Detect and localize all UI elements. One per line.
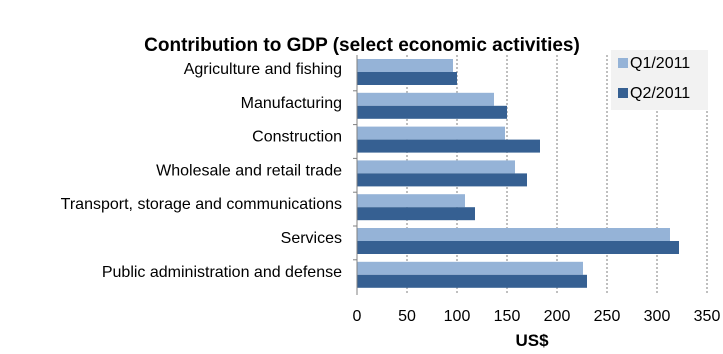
bar-1-2	[357, 92, 494, 106]
bar-1-3	[357, 126, 505, 140]
legend-label-2: Q2/2011	[630, 85, 690, 102]
category-label: Transport, storage and communications	[61, 196, 342, 213]
x-tick-label: 0	[353, 308, 362, 325]
legend: Q1/2011 Q2/2011	[611, 50, 708, 110]
category-label: Public administration and defense	[102, 264, 342, 281]
bar-1-6	[357, 228, 670, 241]
category-label: Manufacturing	[241, 95, 342, 112]
x-axis-title: US$	[515, 331, 549, 350]
bar-2-7	[357, 274, 587, 288]
bar-2-4	[357, 173, 527, 187]
category-labels: Agriculture and fishing Manufacturing Cons…	[61, 61, 342, 281]
bar-2-1	[357, 72, 457, 85]
category-label: Construction	[252, 129, 342, 146]
bar-1-4	[357, 160, 515, 174]
x-tick-label: 200	[544, 308, 571, 325]
x-tick-label: 300	[644, 308, 671, 325]
bar-1-1	[357, 59, 453, 72]
legend-label-1: Q1/2011	[630, 55, 690, 72]
bars	[357, 59, 679, 288]
bar-2-3	[357, 139, 540, 153]
axes	[353, 55, 358, 295]
legend-swatch-1	[618, 58, 628, 68]
legend-swatch-2	[618, 88, 628, 98]
x-tick-label: 100	[444, 308, 471, 325]
bar-2-5	[357, 207, 475, 221]
x-tick-label: 150	[494, 308, 521, 325]
bar-1-5	[357, 194, 465, 208]
x-tick-label: 50	[398, 308, 416, 325]
x-tick-labels: 0 50 100 150 200 250 300 350	[353, 308, 721, 325]
x-tick-label: 250	[594, 308, 621, 325]
category-label: Wholesale and retail trade	[156, 162, 342, 179]
x-tick-label: 350	[694, 308, 721, 325]
category-label: Services	[281, 230, 342, 247]
bar-1-7	[357, 261, 583, 275]
category-label: Agriculture and fishing	[184, 61, 342, 78]
bar-2-2	[357, 105, 507, 119]
bar-2-6	[357, 241, 679, 254]
chart-title: Contribution to GDP (select economic act…	[144, 35, 580, 56]
